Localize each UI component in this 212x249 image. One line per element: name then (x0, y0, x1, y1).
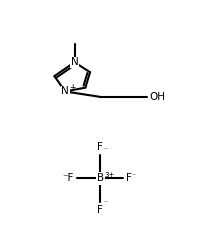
Text: 3+: 3+ (104, 172, 114, 178)
Text: F: F (97, 142, 103, 152)
Text: F: F (97, 205, 103, 215)
Text: N: N (61, 86, 69, 96)
Text: F: F (127, 174, 132, 184)
Text: ⁻: ⁻ (131, 171, 135, 180)
Text: N: N (71, 57, 78, 67)
Text: B: B (96, 174, 104, 184)
Text: OH: OH (150, 92, 166, 102)
Text: ⁻: ⁻ (103, 199, 107, 208)
Text: ⁻: ⁻ (103, 145, 107, 154)
Text: ⁻F: ⁻F (62, 174, 74, 184)
Text: +: + (69, 83, 75, 92)
